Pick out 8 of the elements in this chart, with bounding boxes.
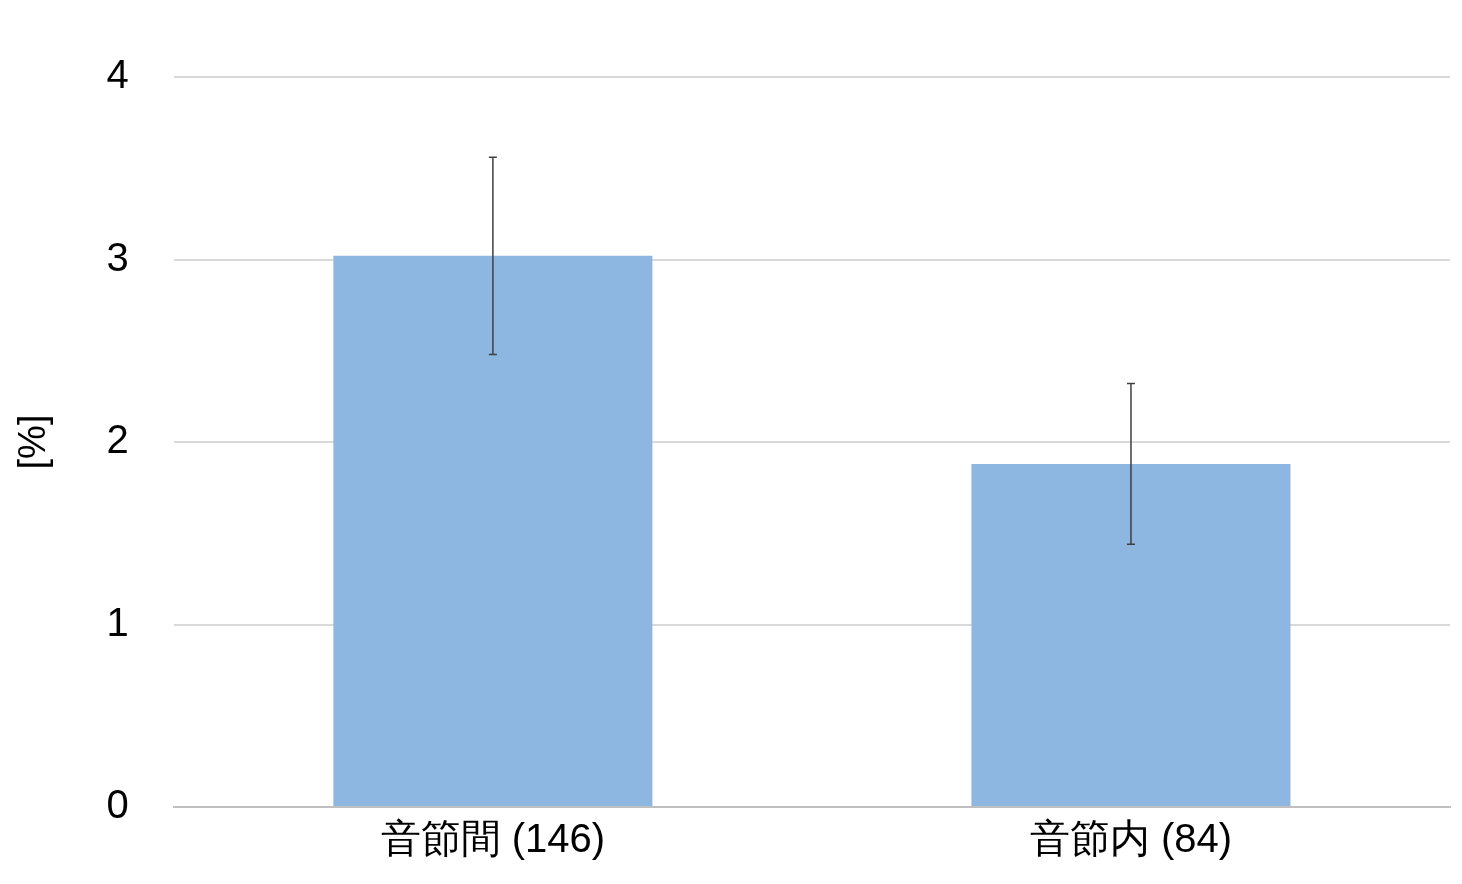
y-tick-label: 1 bbox=[106, 599, 129, 644]
y-tick-label: 3 bbox=[106, 234, 129, 279]
y-tick-label: 4 bbox=[106, 52, 129, 97]
x-tick-label: 音節間 (146) bbox=[380, 816, 606, 861]
y-tick-label: 0 bbox=[106, 782, 129, 827]
y-axis-title: [%] bbox=[11, 414, 54, 470]
x-tick-label: 音節内 (84) bbox=[1029, 816, 1233, 861]
y-tick-label: 2 bbox=[106, 417, 129, 462]
